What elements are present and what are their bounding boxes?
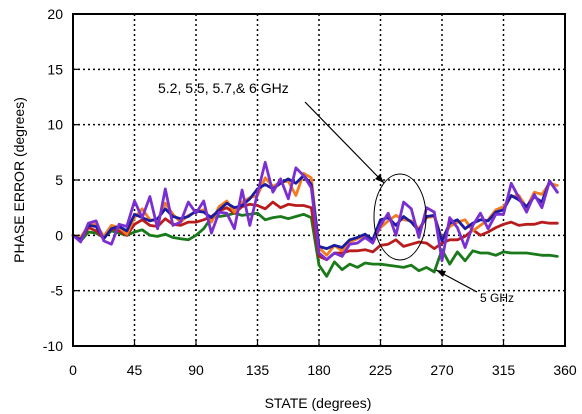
y-tick-label: 10 (47, 117, 63, 133)
y-tick-label: -5 (51, 283, 64, 299)
x-tick-label: 90 (188, 362, 204, 378)
annotation-ellipse (373, 173, 427, 261)
data-series (71, 160, 559, 278)
annotation-arrowhead-5ghz (436, 270, 446, 277)
x-tick-label: 45 (127, 362, 143, 378)
x-tick-label: 180 (307, 362, 331, 378)
annotation-arrowhead-upper (375, 174, 384, 183)
x-tick-label: 360 (553, 362, 577, 378)
y-tick-label: -10 (43, 338, 63, 354)
x-tick-label: 135 (246, 362, 270, 378)
annotation-label-5ghz: 5 GHz (480, 291, 514, 305)
axis-ticks: 0 45 90 135 180 225 270 315 360 -10 -5 0 5 10 15 20 (43, 6, 577, 378)
y-tick-label: 15 (47, 61, 63, 77)
x-tick-label: 315 (492, 362, 516, 378)
series-line-1 (71, 211, 559, 278)
x-axis-label: STATE (degrees) (265, 395, 372, 411)
y-tick-label: 20 (47, 6, 63, 22)
y-tick-label: 5 (55, 172, 63, 188)
annotation-label-upper: 5.2, 5.5, 5.7,& 6 GHz (158, 80, 289, 96)
y-axis-label: PHASE ERROR (degrees) (11, 97, 27, 263)
x-tick-label: 270 (430, 362, 454, 378)
x-tick-label: 0 (69, 362, 77, 378)
series-line-5 (71, 160, 559, 263)
annotation-arrow-upper (304, 101, 385, 184)
y-tick-label: 0 (55, 227, 63, 243)
x-tick-label: 225 (369, 362, 393, 378)
